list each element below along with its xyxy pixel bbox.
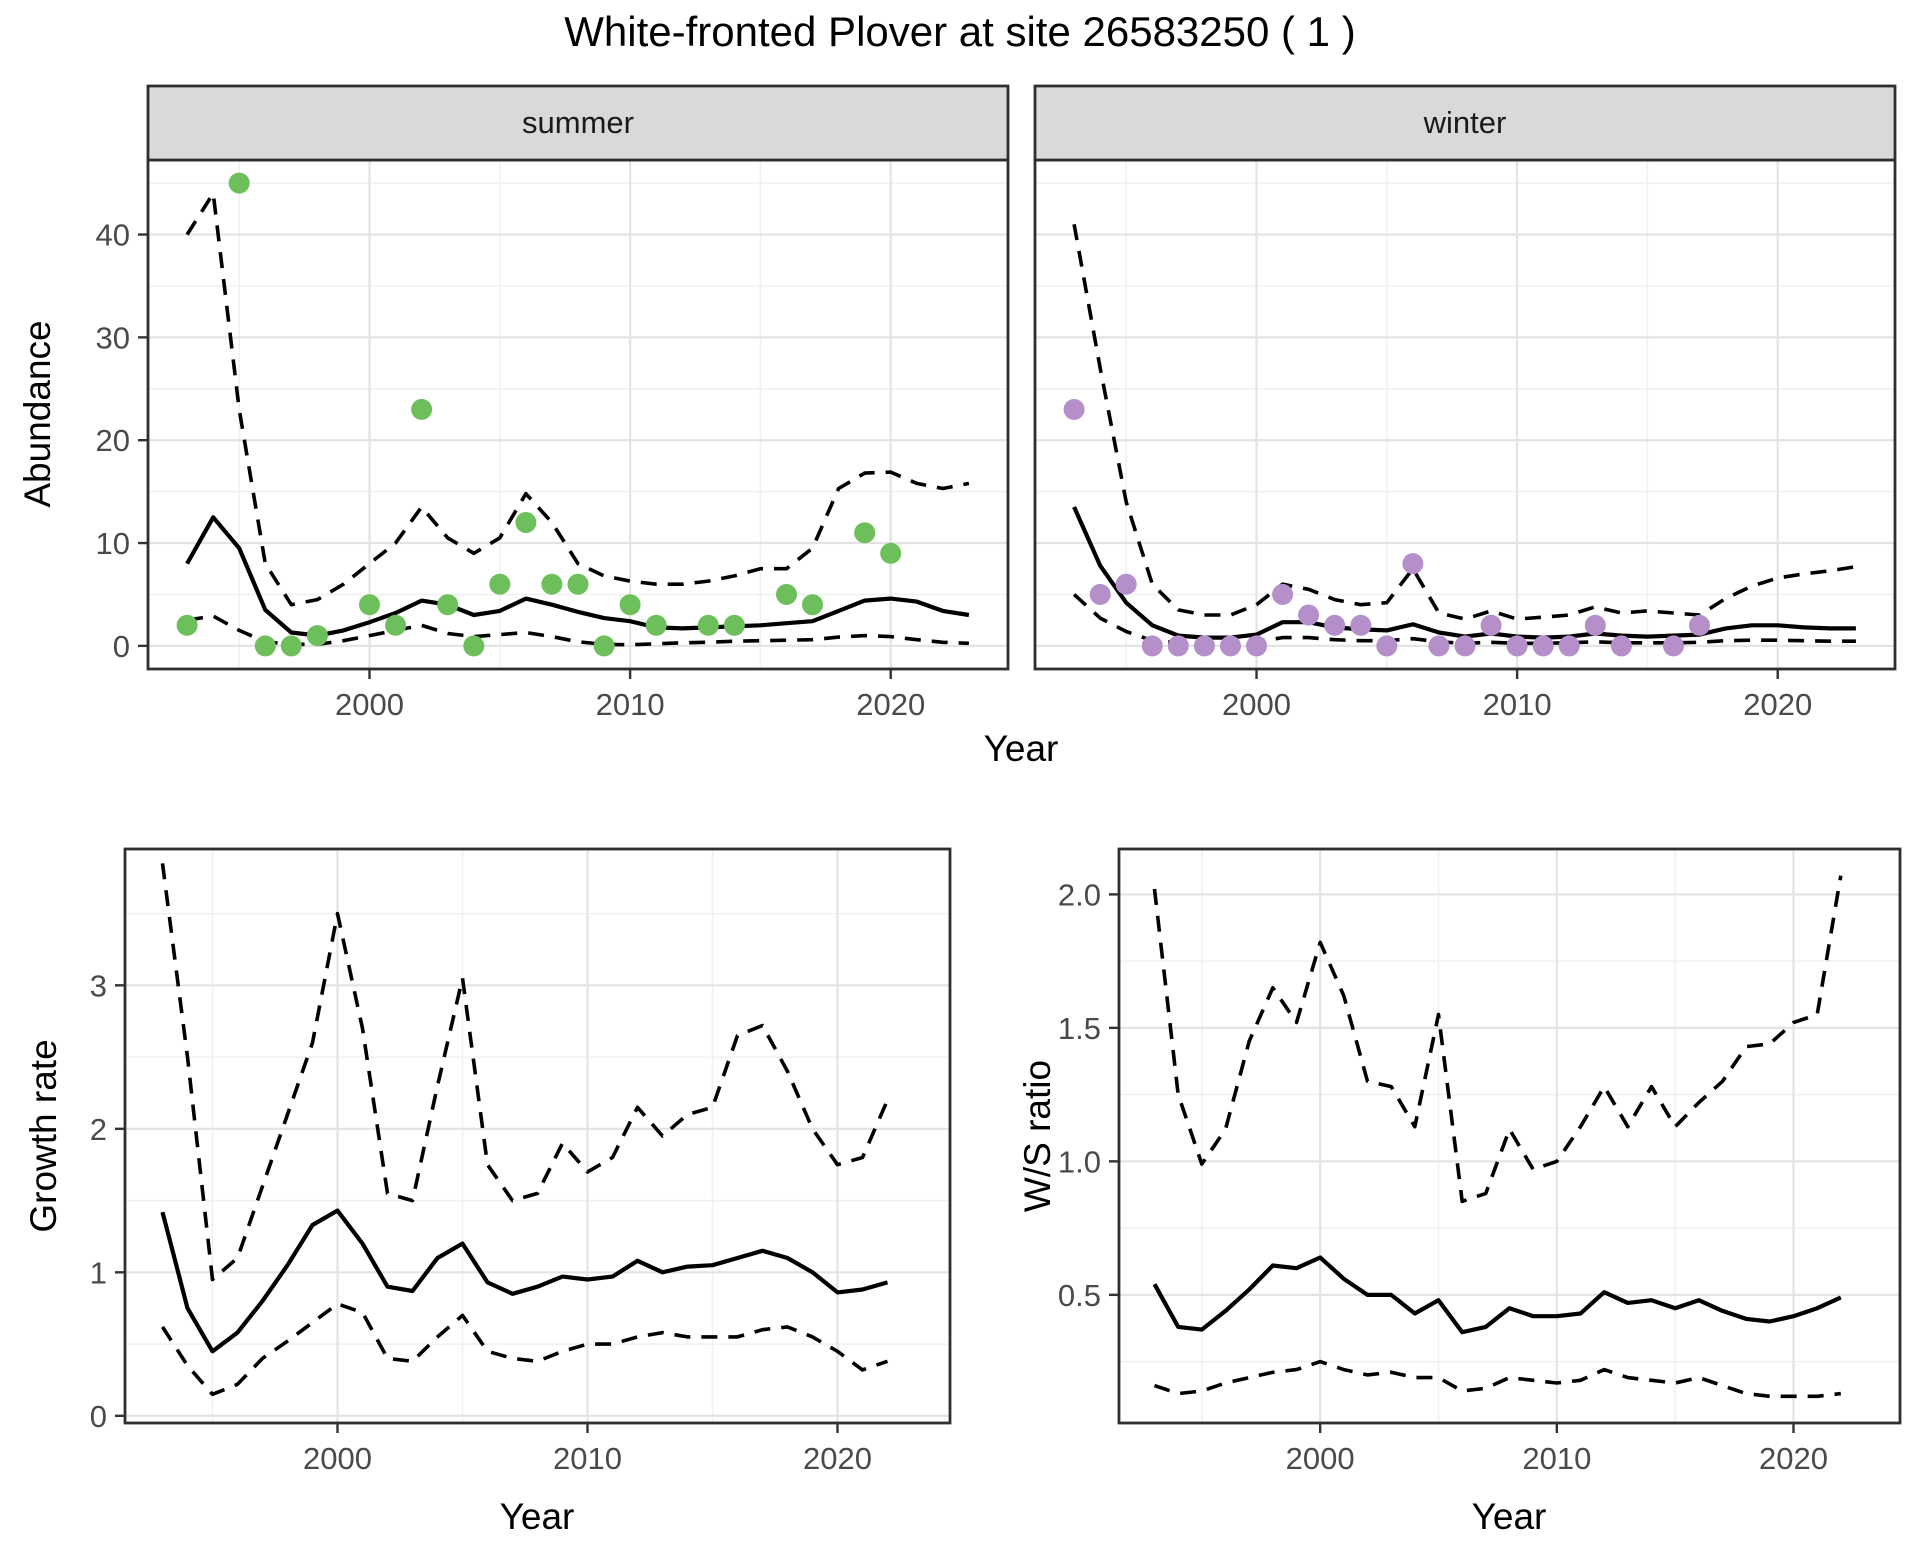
abundance-summer-observed-count	[645, 614, 667, 636]
abundance-summer-observed-count	[254, 635, 276, 657]
abundance-summer-observed-count	[541, 573, 563, 595]
y-axis-title-ws-ratio: W/S ratio	[1017, 1059, 1058, 1213]
abundance-summer-observed-count	[176, 614, 198, 636]
abundance-winter-observed-count	[1376, 635, 1398, 657]
abundance-summer-observed-count	[697, 614, 719, 636]
facet-strip-summer: summer	[522, 105, 634, 140]
x-tick-label: 2020	[856, 687, 925, 722]
abundance-summer-observed-count	[567, 573, 589, 595]
x-axis-title-year-growth: Year	[499, 1496, 575, 1537]
abundance-winter-observed-count	[1480, 614, 1502, 636]
y-tick-label: 2	[90, 1112, 107, 1147]
abundance-winter-observed-count	[1558, 635, 1580, 657]
x-tick-label: 2000	[1222, 687, 1291, 722]
growth-rate-lower-ci-line	[160, 1302, 889, 1397]
abundance-summer-observed-count	[880, 542, 902, 564]
y-axis-title-growth-rate: Growth rate	[23, 1039, 64, 1233]
abundance-winter-observed-count	[1324, 614, 1346, 636]
x-tick-label: 2000	[303, 1441, 372, 1476]
x-tick-label: 2000	[335, 687, 404, 722]
y-tick-label: 3	[90, 968, 107, 1003]
abundance-winter-observed-count	[1141, 635, 1163, 657]
x-tick-label: 2020	[1743, 687, 1812, 722]
x-tick-label: 2010	[553, 1441, 622, 1476]
abundance-winter-observed-count	[1506, 635, 1528, 657]
y-tick-label: 40	[96, 218, 130, 253]
abundance-summer-observed-count	[463, 635, 485, 657]
x-tick-label: 2020	[803, 1441, 872, 1476]
ws-ratio-upper-ci-line	[1152, 875, 1843, 1204]
x-tick-label: 2000	[1286, 1441, 1355, 1476]
ws-ratio-panel-border	[1117, 847, 1902, 1425]
abundance-winter-observed-count	[1428, 635, 1450, 657]
y-tick-label: 1.0	[1058, 1144, 1101, 1179]
ws-ratio-lower-ci-line	[1153, 1359, 1842, 1399]
abundance-summer-facet-strip	[146, 84, 1010, 162]
x-tick-label: 2010	[1483, 687, 1552, 722]
abundance-summer-observed-count	[306, 625, 328, 647]
abundance-summer-observed-count	[489, 573, 511, 595]
growth-rate-upper-ci-line	[160, 863, 890, 1282]
abundance-summer-observed-count	[228, 172, 250, 194]
abundance-summer-upper-ci-line	[185, 191, 970, 607]
abundance-winter-observed-count	[1454, 635, 1476, 657]
abundance-summer-observed-count	[776, 583, 797, 605]
abundance-summer-observed-count	[280, 635, 302, 657]
abundance-winter-observed-count	[1584, 614, 1606, 636]
abundance-winter-observed-count	[1298, 604, 1320, 626]
y-axis-title-abundance: Abundance	[17, 320, 58, 508]
y-tick-label: 20	[96, 423, 130, 458]
abundance-winter-observed-count	[1246, 635, 1267, 657]
y-tick-label: 0	[113, 629, 130, 664]
abundance-winter-observed-count	[1115, 573, 1137, 595]
abundance-summer-observed-count	[359, 594, 380, 616]
ws-ratio-fit-line	[1152, 1255, 1842, 1335]
y-tick-label: 0.5	[1058, 1278, 1101, 1313]
abundance-winter-observed-count	[1167, 635, 1189, 657]
abundance-winter-observed-count	[1350, 614, 1372, 636]
abundance-summer-observed-count	[593, 635, 615, 657]
growth-rate-panel-border	[123, 847, 952, 1425]
y-tick-label: 10	[96, 526, 130, 561]
abundance-summer-observed-count	[515, 512, 537, 533]
x-tick-label: 2020	[1759, 1441, 1828, 1476]
y-tick-label: 0	[90, 1399, 107, 1434]
abundance-summer-observed-count	[619, 594, 641, 616]
abundance-summer-observed-count	[411, 398, 433, 420]
y-tick-label: 2.0	[1058, 877, 1101, 912]
facet-strip-winter: winter	[1423, 105, 1507, 140]
abundance-winter-facet-strip	[1033, 84, 1897, 162]
abundance-summer-observed-count	[802, 594, 823, 616]
abundance-winter-panel-bg	[1035, 160, 1895, 669]
growth-rate-fit-line	[160, 1208, 889, 1354]
abundance-summer-observed-count	[854, 522, 876, 544]
y-tick-label: 1	[90, 1255, 107, 1290]
abundance-winter-observed-count	[1220, 635, 1241, 657]
x-axis-title-year-ws: Year	[1471, 1496, 1547, 1537]
y-tick-label: 30	[96, 320, 130, 355]
abundance-winter-observed-count	[1193, 635, 1215, 657]
x-tick-label: 2010	[596, 687, 665, 722]
abundance-winter-observed-count	[1063, 398, 1085, 420]
ws-ratio-panel-bg	[1119, 849, 1900, 1423]
x-tick-label: 2010	[1522, 1441, 1591, 1476]
abundance-summer-observed-count	[385, 614, 407, 636]
y-tick-label: 1.5	[1058, 1011, 1101, 1046]
abundance-winter-observed-count	[1272, 583, 1294, 605]
abundance-winter-observed-count	[1089, 583, 1111, 605]
abundance-summer-observed-count	[723, 614, 745, 636]
abundance-winter-observed-count	[1663, 635, 1684, 657]
abundance-winter-observed-count	[1610, 635, 1632, 657]
growth-rate-panel-bg	[125, 849, 950, 1423]
abundance-winter-observed-count	[1689, 614, 1710, 636]
abundance-winter-observed-count	[1532, 635, 1554, 657]
x-axis-title-year-top: Year	[983, 728, 1059, 769]
abundance-winter-observed-count	[1402, 553, 1424, 575]
figure-title: White-fronted Plover at site 26583250 ( …	[564, 8, 1356, 55]
abundance-summer-observed-count	[437, 594, 459, 616]
